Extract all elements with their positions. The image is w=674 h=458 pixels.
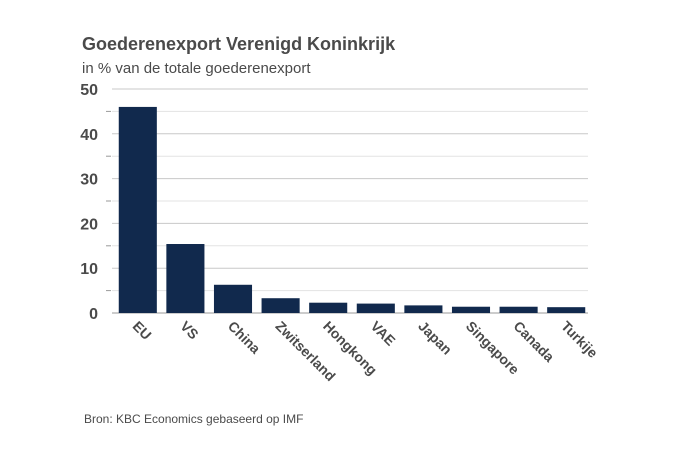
y-tick-label: 40	[80, 127, 98, 144]
x-tick-label: VS	[177, 318, 202, 343]
bar-vae	[356, 303, 395, 313]
bar-singapore	[451, 306, 491, 313]
bars	[118, 106, 586, 313]
y-tick-label: 0	[89, 306, 98, 323]
bar-zwitserland	[261, 298, 300, 313]
x-tick-label: Canada	[510, 318, 557, 365]
y-tick-label: 10	[80, 261, 98, 278]
y-tick-label: 30	[80, 172, 98, 189]
y-tick-label: 50	[80, 82, 98, 99]
y-axis-ticks: 0 10 20 30 40 50	[80, 82, 98, 323]
chart-subtitle: in % van de totale goederenexport	[82, 60, 311, 77]
bar-japan	[404, 305, 443, 313]
y-tick-label: 20	[80, 216, 98, 233]
bar-hongkong	[309, 302, 348, 313]
x-tick-label: Japan	[415, 318, 455, 358]
x-tick-label: China	[225, 318, 264, 357]
bar-eu	[118, 106, 157, 313]
bar-vs	[166, 244, 205, 313]
bar-canada	[499, 306, 538, 313]
source-note: Bron: KBC Economics gebaseerd op IMF	[84, 412, 304, 426]
x-tick-label: Turkije	[558, 318, 601, 361]
x-tick-label: VAE	[368, 318, 399, 349]
bar-turkije	[547, 307, 586, 313]
x-tick-label: EU	[130, 318, 155, 343]
bar-china	[213, 284, 253, 313]
chart-title: Goederenexport Verenigd Koninkrijk	[82, 34, 396, 54]
